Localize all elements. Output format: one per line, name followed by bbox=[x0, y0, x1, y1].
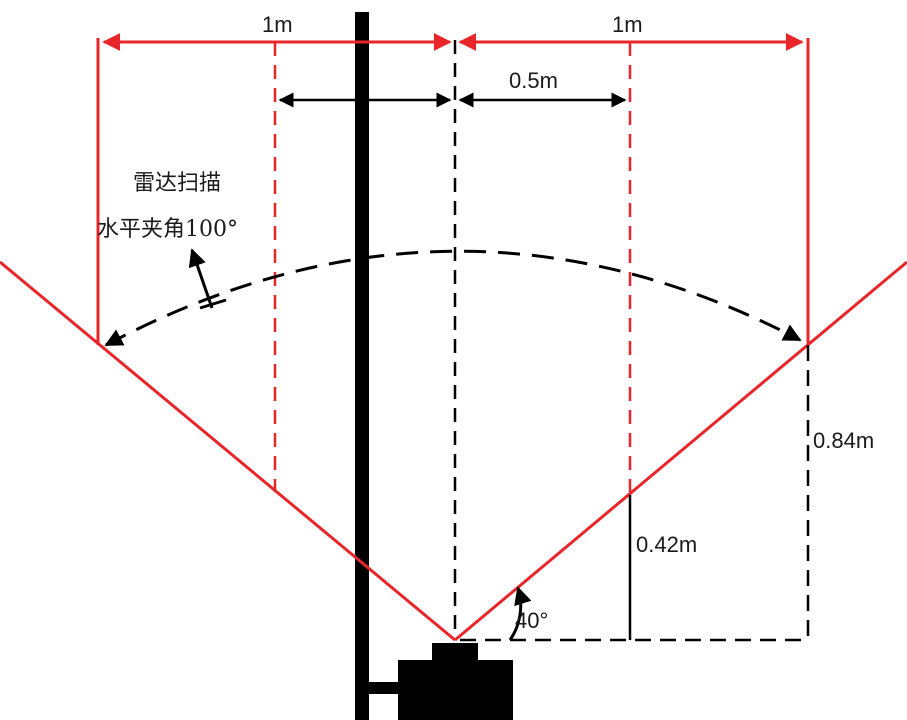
label-height-outer: 0.84m bbox=[813, 428, 874, 453]
label-half-width: 0.5m bbox=[509, 68, 558, 93]
label-height-inner: 0.42m bbox=[636, 532, 697, 557]
radar-device-body bbox=[398, 660, 513, 720]
scan-angle-arc bbox=[104, 249, 802, 347]
radar-label-pointer-tick bbox=[199, 298, 227, 310]
label-angle: 40° bbox=[515, 608, 548, 633]
scan-line-left bbox=[0, 260, 456, 642]
label-radar-line2: 水平夹角100° bbox=[97, 217, 238, 242]
radar-label-pointer bbox=[188, 248, 214, 309]
scan-line-right bbox=[454, 260, 907, 642]
label-radar-line1: 雷达扫描 bbox=[133, 171, 221, 196]
label-left-1m: 1m bbox=[262, 12, 293, 37]
angle-40-arc bbox=[508, 586, 532, 641]
label-right-1m: 1m bbox=[612, 12, 643, 37]
radar-device-cap bbox=[432, 643, 478, 663]
